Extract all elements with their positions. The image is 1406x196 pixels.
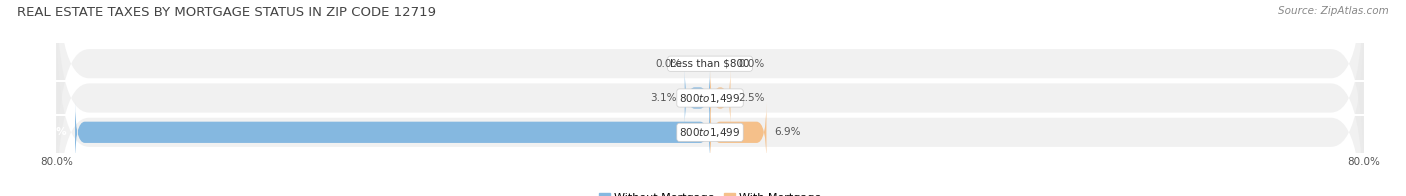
FancyBboxPatch shape xyxy=(56,0,1364,196)
Text: Less than $800: Less than $800 xyxy=(671,59,749,69)
FancyBboxPatch shape xyxy=(710,67,731,129)
Text: 2.5%: 2.5% xyxy=(738,93,765,103)
Text: 77.7%: 77.7% xyxy=(31,127,67,137)
FancyBboxPatch shape xyxy=(56,0,1364,186)
Legend: Without Mortgage, With Mortgage: Without Mortgage, With Mortgage xyxy=(595,189,825,196)
Text: 0.0%: 0.0% xyxy=(655,59,682,69)
Text: REAL ESTATE TAXES BY MORTGAGE STATUS IN ZIP CODE 12719: REAL ESTATE TAXES BY MORTGAGE STATUS IN … xyxy=(17,6,436,19)
FancyBboxPatch shape xyxy=(710,102,766,163)
Text: 3.1%: 3.1% xyxy=(650,93,676,103)
Text: 0.0%: 0.0% xyxy=(738,59,765,69)
Text: 6.9%: 6.9% xyxy=(775,127,801,137)
Text: $800 to $1,499: $800 to $1,499 xyxy=(679,92,741,104)
FancyBboxPatch shape xyxy=(75,102,710,163)
Text: Source: ZipAtlas.com: Source: ZipAtlas.com xyxy=(1278,6,1389,16)
Text: $800 to $1,499: $800 to $1,499 xyxy=(679,126,741,139)
FancyBboxPatch shape xyxy=(56,10,1364,196)
FancyBboxPatch shape xyxy=(685,67,710,129)
